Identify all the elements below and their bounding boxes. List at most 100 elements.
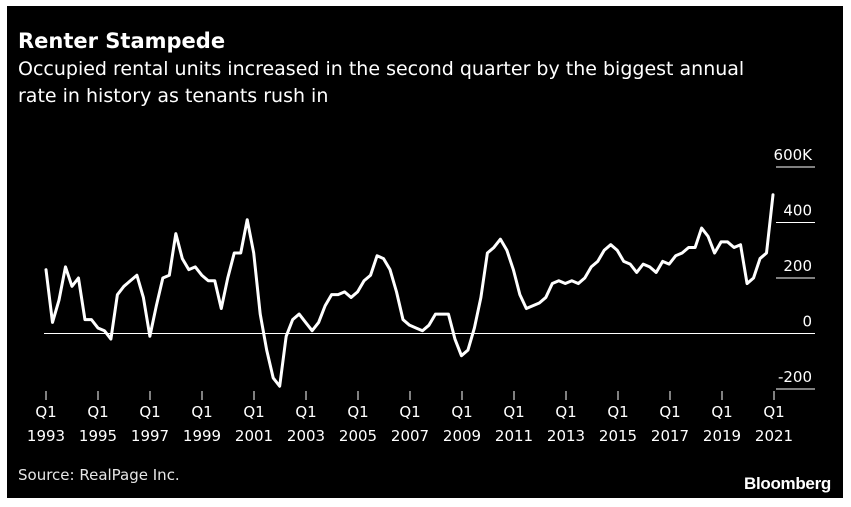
bloomberg-logo: Bloomberg: [743, 474, 831, 493]
data-point: [739, 244, 741, 246]
x-tick-quarter-label: Q1: [87, 403, 108, 421]
chart-subtitle: Occupied rental units increased in the s…: [18, 58, 745, 107]
y-axis: -200 0 200 400 600K: [774, 146, 815, 390]
data-point: [421, 330, 423, 332]
data-point: [389, 268, 391, 270]
x-tick-quarter-label: Q1: [763, 403, 784, 421]
y-tick-label: 400: [783, 202, 812, 220]
data-point: [590, 266, 592, 268]
data-point: [369, 274, 371, 276]
data-point: [467, 349, 469, 351]
data-point: [246, 219, 248, 221]
data-point: [635, 271, 637, 273]
x-axis: Q1 1993 Q1 1995 Q1 1997 Q1 1999 Q1 2001 Q1 2003 Q1 20…: [27, 391, 793, 445]
data-point: [655, 271, 657, 273]
data-point: [188, 268, 190, 270]
data-point: [629, 263, 631, 265]
data-point: [376, 255, 378, 257]
data-point: [538, 302, 540, 304]
x-tick-year-label: 2003: [287, 427, 325, 445]
data-point: [616, 249, 618, 251]
data-point: [674, 255, 676, 257]
x-tick-quarter-label: Q1: [191, 403, 212, 421]
data-point: [402, 318, 404, 320]
data-point: [668, 263, 670, 265]
x-tick-quarter-label: Q1: [295, 403, 316, 421]
data-point: [123, 285, 125, 287]
y-tick-label: 600K: [774, 146, 814, 164]
data-point: [772, 194, 774, 196]
data-point: [181, 257, 183, 259]
y-tick-label: -200: [778, 368, 812, 386]
data-point: [363, 280, 365, 282]
data-point: [506, 249, 508, 251]
data-point: [116, 293, 118, 295]
data-point: [90, 318, 92, 320]
data-point: [136, 274, 138, 276]
x-tick-year-label: 1999: [183, 427, 221, 445]
x-tick-quarter-label: Q1: [607, 403, 628, 421]
data-point: [298, 313, 300, 315]
data-point: [330, 293, 332, 295]
chart-panel: [7, 6, 843, 498]
x-tick-year-label: 1995: [79, 427, 117, 445]
y-tick-label: 200: [783, 257, 812, 275]
chart-title: Renter Stampede: [18, 29, 226, 53]
data-point: [51, 321, 53, 323]
data-point: [285, 335, 287, 337]
data-point: [291, 318, 293, 320]
data-point: [525, 307, 527, 309]
data-point: [480, 296, 482, 298]
data-point: [564, 282, 566, 284]
data-point: [558, 280, 560, 282]
x-tick-quarter-label: Q1: [451, 403, 472, 421]
data-point: [499, 238, 501, 240]
data-point: [162, 277, 164, 279]
x-tick-year-label: 2009: [443, 427, 481, 445]
data-point: [447, 313, 449, 315]
x-tick-quarter-label: Q1: [503, 403, 524, 421]
data-point: [142, 296, 144, 298]
x-tick-quarter-label: Q1: [347, 403, 368, 421]
data-point: [454, 338, 456, 340]
data-point: [220, 307, 222, 309]
data-point: [214, 280, 216, 282]
data-point: [623, 260, 625, 262]
data-point: [311, 330, 313, 332]
x-tick-year-label: 2001: [235, 427, 273, 445]
data-point: [168, 274, 170, 276]
data-point: [77, 277, 79, 279]
data-point: [720, 241, 722, 243]
data-point: [259, 313, 261, 315]
x-tick-year-label: 2017: [651, 427, 689, 445]
data-point: [382, 257, 384, 259]
data-point: [486, 252, 488, 254]
data-point: [350, 296, 352, 298]
data-point: [415, 327, 417, 329]
data-point: [441, 313, 443, 315]
data-point: [155, 305, 157, 307]
data-point: [545, 296, 547, 298]
data-point: [175, 232, 177, 234]
x-tick-year-label: 2021: [755, 427, 793, 445]
data-point: [97, 327, 99, 329]
data-point: [610, 244, 612, 246]
data-point: [733, 246, 735, 248]
data-point: [746, 282, 748, 284]
data-point: [240, 252, 242, 254]
data-point: [661, 260, 663, 262]
data-point: [227, 277, 229, 279]
data-point: [265, 349, 267, 351]
data-point: [201, 274, 203, 276]
data-point: [272, 377, 274, 379]
data-point: [687, 246, 689, 248]
data-point: [681, 252, 683, 254]
x-tick-quarter-label: Q1: [35, 403, 56, 421]
data-point: [713, 252, 715, 254]
data-point: [577, 282, 579, 284]
x-tick-quarter-label: Q1: [555, 403, 576, 421]
x-tick-year-label: 2011: [495, 427, 533, 445]
data-point: [110, 338, 112, 340]
data-point: [343, 291, 345, 293]
data-point: [752, 277, 754, 279]
